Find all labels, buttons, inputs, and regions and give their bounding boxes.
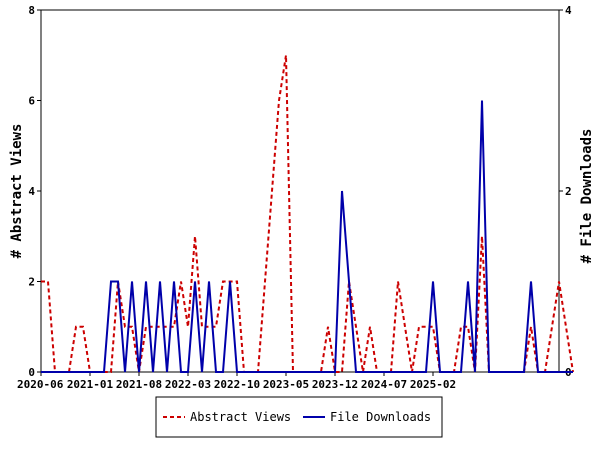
series-line-abstract-views <box>41 55 574 373</box>
y-left-tick-label: 4 <box>28 185 35 198</box>
x-tick-label: 2023-12 <box>312 378 358 391</box>
x-tick-label: 2020-06 <box>17 378 64 391</box>
legend: Abstract Views File Downloads <box>155 396 443 438</box>
x-tick-label: 2025-02 <box>410 378 456 391</box>
x-tick-label: 2022-10 <box>214 378 260 391</box>
legend-label-file-downloads: File Downloads <box>330 410 431 424</box>
x-tick-label: 2021-08 <box>116 378 162 391</box>
series-line-file-downloads <box>41 100 573 373</box>
y-left-tick-label: 0 <box>28 366 35 379</box>
legend-label-abstract-views: Abstract Views <box>190 410 291 424</box>
y-right-tick-label: 2 <box>565 185 572 198</box>
y-left-tick-label: 8 <box>28 4 35 17</box>
x-tick-label: 2022-03 <box>165 378 211 391</box>
x-tick-label: 2021-01 <box>67 378 114 391</box>
y-left-tick-label: 2 <box>28 276 35 289</box>
y-left-tick-label: 6 <box>28 95 35 108</box>
x-tick-label: 2023-05 <box>263 378 309 391</box>
y-right-axis-title: # File Downloads <box>579 129 595 264</box>
plot-area <box>40 9 560 373</box>
series-layer <box>41 55 574 373</box>
y-right-tick-label: 4 <box>565 4 572 17</box>
x-tick-label: 2024-07 <box>361 378 407 391</box>
y-left-axis-title: # Abstract Views <box>9 124 25 259</box>
legend-box <box>155 396 443 438</box>
